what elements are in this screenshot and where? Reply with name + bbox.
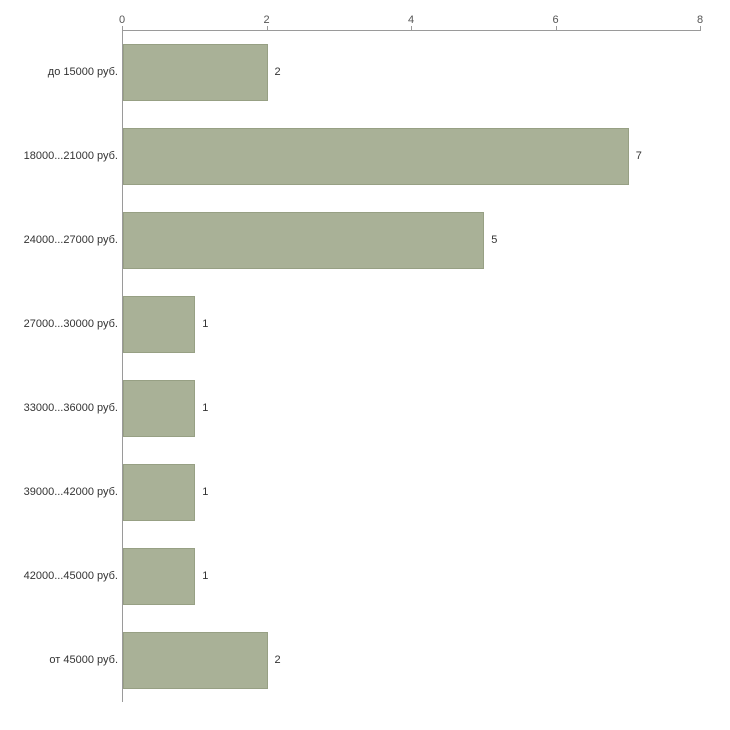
category-label: 27000...30000 руб. [23,318,118,330]
category-label: 33000...36000 руб. [23,402,118,414]
x-tick-label: 2 [263,14,270,26]
category-label: до 15000 руб. [47,66,118,78]
y-axis-line [122,30,123,702]
bar [123,43,268,101]
bar-value-label: 1 [202,486,209,498]
x-tick-mark [700,26,701,31]
bar [123,127,629,185]
bar [123,211,485,269]
x-tick-mark [122,26,123,31]
category-label: 18000...21000 руб. [23,150,118,162]
bar [123,463,196,521]
x-tick-label: 0 [118,14,126,26]
bar-value-label: 5 [491,234,498,246]
x-tick-label: 8 [696,14,704,26]
bar [123,631,268,689]
bar [123,379,196,437]
category-label: 42000...45000 руб. [23,570,118,582]
bar-value-label: 2 [274,66,281,78]
x-tick-label: 6 [552,14,559,26]
x-tick-mark [411,26,412,31]
category-label: от 45000 руб. [49,654,118,666]
category-label: 24000...27000 руб. [23,234,118,246]
bar-value-label: 2 [274,654,281,666]
x-tick-mark [555,26,557,31]
bar [123,295,196,353]
bar-value-label: 7 [635,150,642,162]
x-tick-mark [266,26,268,31]
category-label: 39000...42000 руб. [23,486,118,498]
bar [123,547,196,605]
bar-value-label: 1 [202,570,209,582]
bar-value-label: 1 [202,402,209,414]
x-tick-label: 4 [407,14,415,26]
bar-value-label: 1 [202,318,209,330]
